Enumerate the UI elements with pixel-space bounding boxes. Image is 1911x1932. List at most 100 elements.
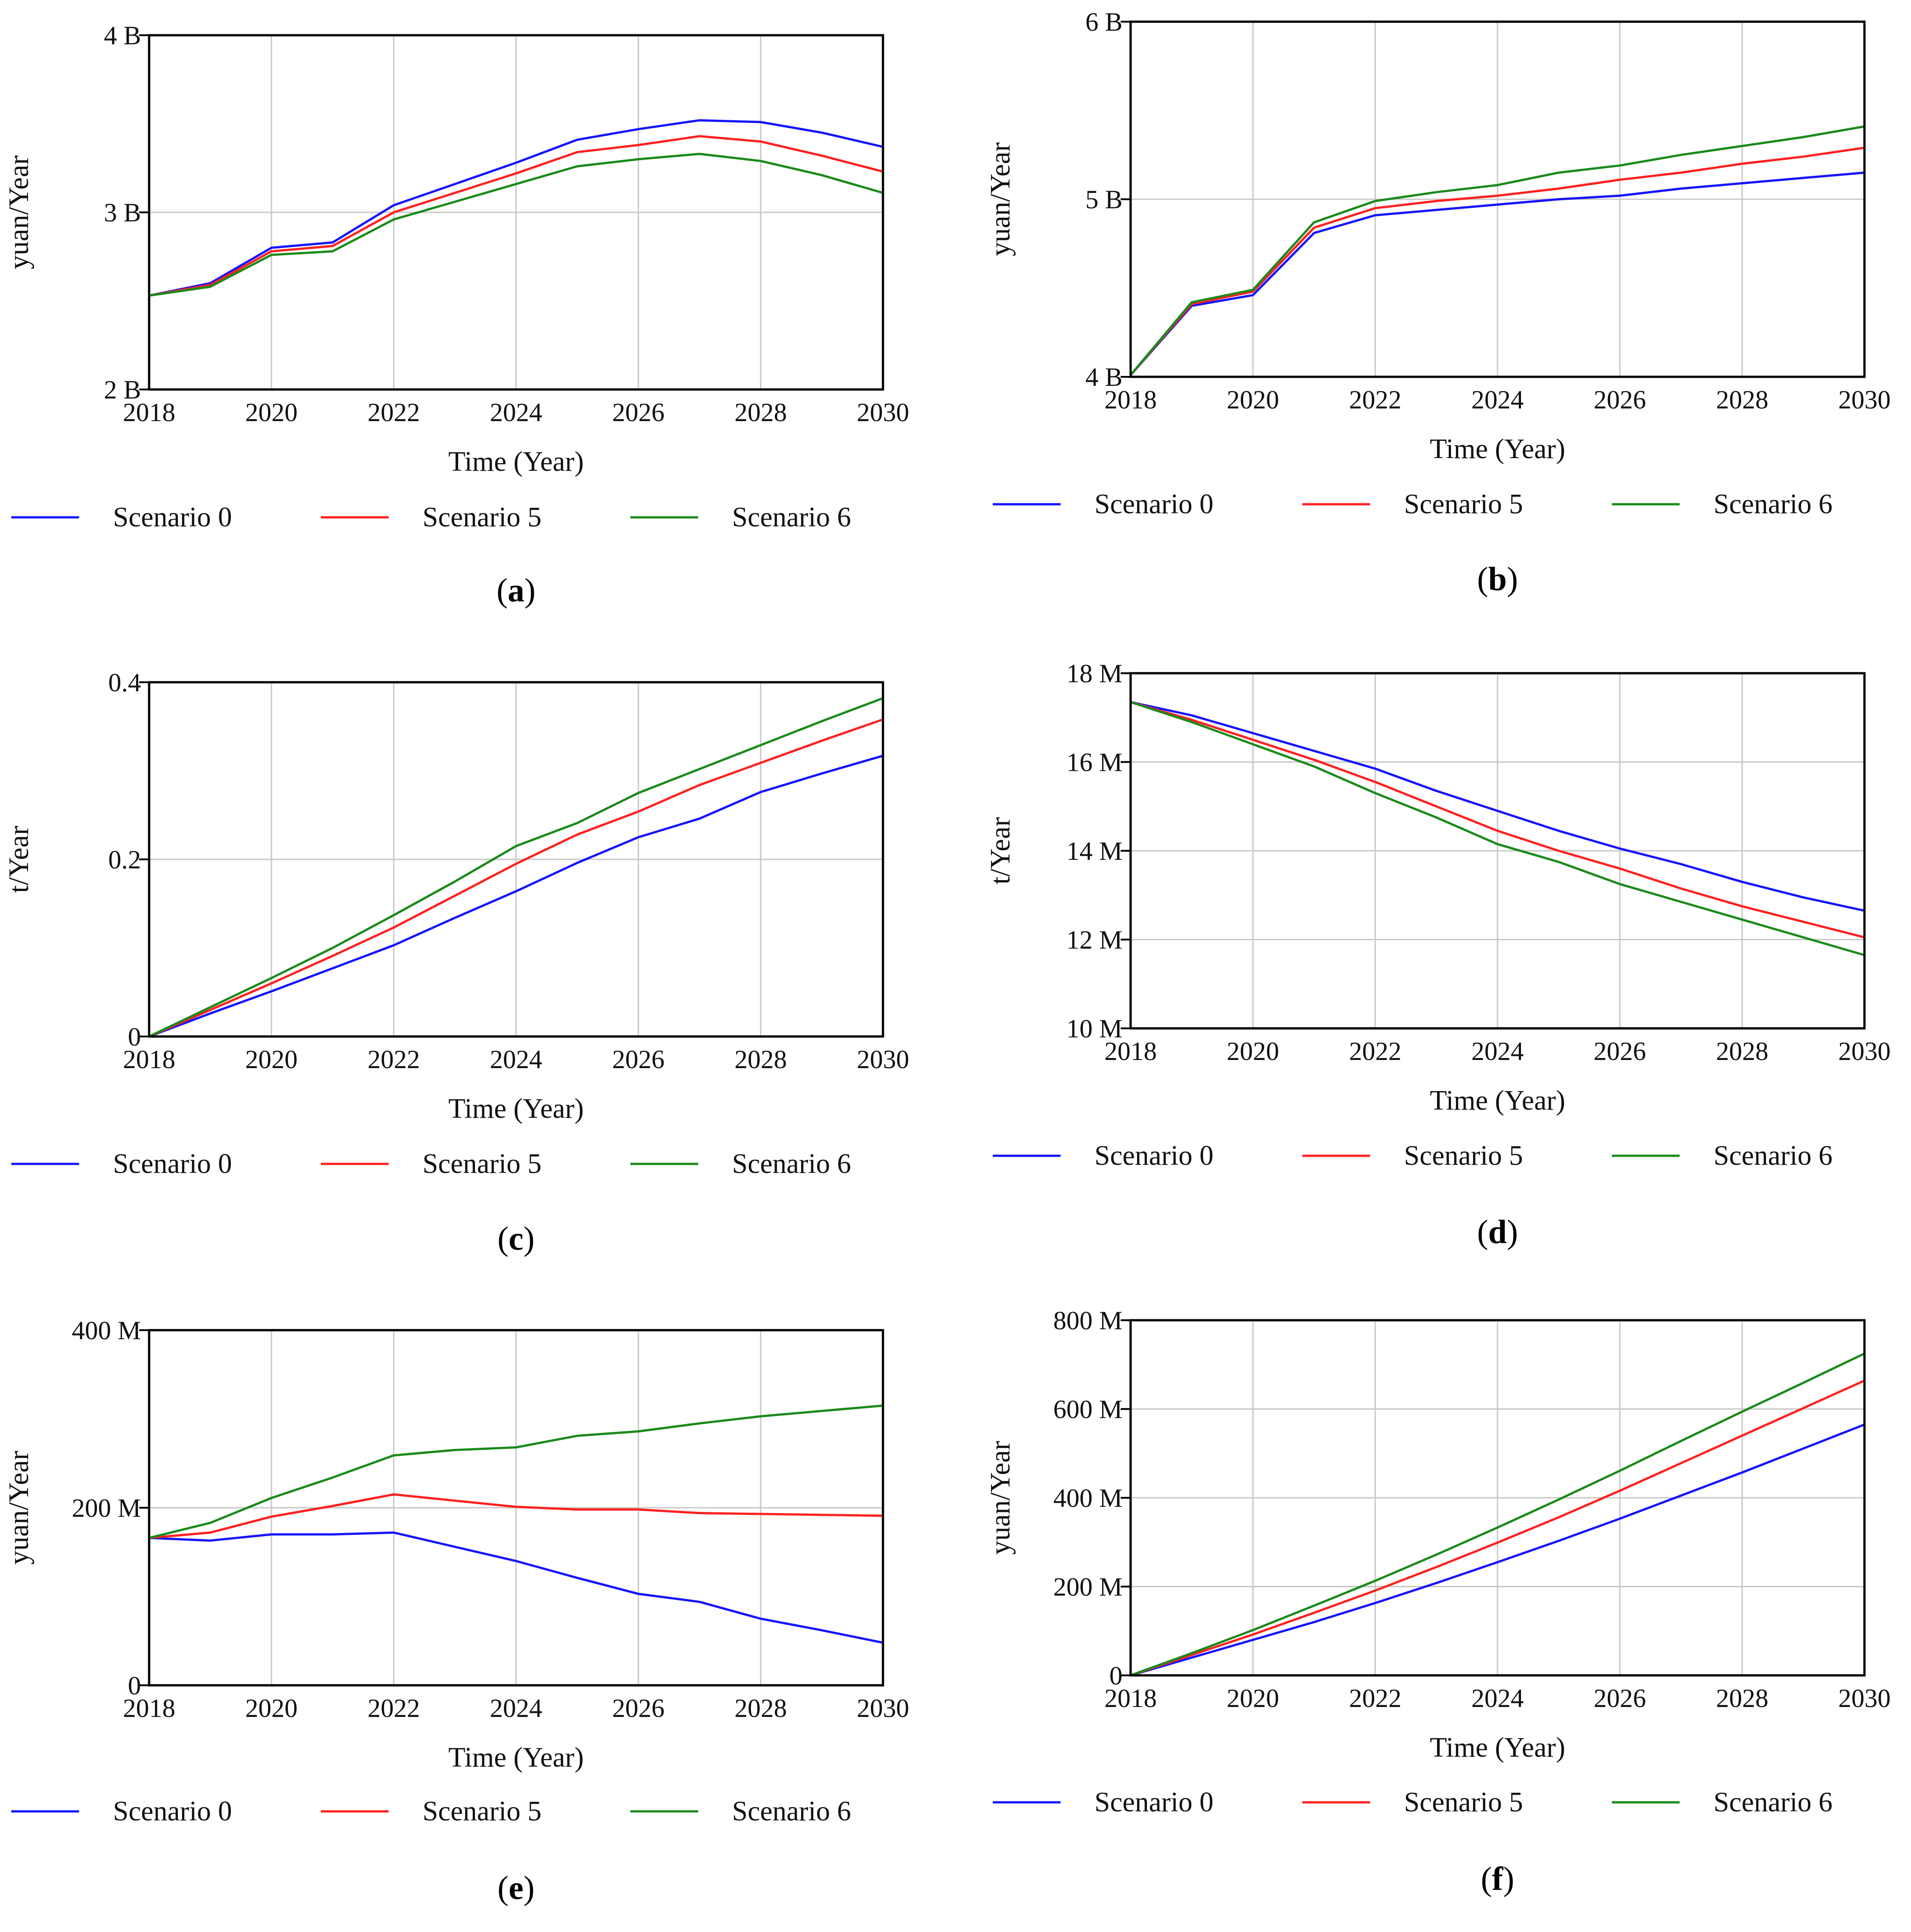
y-tick-label: 12 M (1066, 925, 1122, 955)
x-tick-label: 2018 (1104, 385, 1157, 414)
legend-label: Scenario 0 (113, 1149, 232, 1179)
x-axis-label: Time (Year) (448, 1742, 584, 1773)
x-tick-label: 2030 (857, 398, 909, 427)
legend-label: Scenario 5 (1404, 1787, 1523, 1818)
series-line-scenario-5 (1130, 1379, 1865, 1677)
y-tick-label: 18 M (1066, 659, 1122, 688)
panel-letter: b (1488, 561, 1507, 598)
y-axis-label: yuan/Year (985, 1441, 1016, 1555)
y-tick-label: 0.4 (108, 668, 141, 697)
x-tick-label: 2024 (490, 1693, 542, 1723)
y-tick-label: 6 B (1085, 7, 1122, 37)
x-tick-label: 2020 (1227, 385, 1279, 414)
x-tick-label: 2030 (857, 1045, 909, 1074)
x-tick-label: 2026 (612, 398, 665, 427)
y-axis-label: yuan/Year (4, 155, 34, 269)
series-line-scenario-5 (149, 135, 883, 297)
x-tick-label: 2030 (1838, 1036, 1891, 1066)
panel-caption: (b) (1477, 561, 1518, 598)
x-tick-label: 2022 (1349, 1683, 1401, 1713)
y-tick-label: 0 (1109, 1661, 1122, 1690)
x-tick-label: 2026 (612, 1045, 665, 1074)
chart-panel-f: 0 200 M 400 M 600 M 800 M 2018 2020 2022 2024 202… (981, 1293, 1911, 1932)
x-axis-label: Time (Year) (1430, 434, 1565, 464)
x-axis-label: Time (Year) (448, 446, 584, 477)
legend-label: Scenario 5 (423, 502, 541, 533)
legend-label: Scenario 6 (732, 1149, 851, 1179)
x-tick-label: 2020 (1227, 1683, 1279, 1713)
x-tick-label: 2028 (734, 1693, 787, 1723)
x-tick-label: 2028 (734, 398, 787, 427)
series-line-scenario-6 (1130, 125, 1865, 376)
series-line-scenario-6 (1130, 701, 1865, 957)
y-axis-label: yuan/Year (985, 142, 1016, 256)
legend-label: Scenario 6 (1714, 489, 1832, 520)
y-tick-label: 600 M (1053, 1395, 1122, 1424)
x-tick-label: 2024 (1471, 1036, 1524, 1066)
panel-caption: (e) (497, 1870, 535, 1907)
x-tick-label: 2028 (1716, 1683, 1768, 1713)
x-tick-label: 2030 (1838, 1683, 1891, 1713)
x-tick-label: 2030 (1838, 385, 1891, 414)
series-line-scenario-5 (1130, 701, 1865, 939)
y-tick-label: 200 M (1053, 1572, 1122, 1602)
x-tick-label: 2028 (1716, 1036, 1768, 1066)
chart-svg: 0 0.2 0.4 2018 2020 2022 2024 2026 2028 2030 Time … (4, 668, 909, 1179)
x-tick-label: 2024 (1471, 1683, 1524, 1713)
x-tick-label: 2024 (490, 398, 542, 427)
legend-label: Scenario 0 (113, 1796, 232, 1827)
y-tick-label: 3 B (104, 198, 141, 227)
y-tick-label: 400 M (1053, 1483, 1122, 1513)
legend-label: Scenario 6 (1714, 1787, 1832, 1818)
series-line-scenario-5 (149, 718, 883, 1038)
series-line-scenario-6 (149, 153, 883, 297)
legend-label: Scenario 5 (423, 1149, 541, 1179)
x-tick-label: 2026 (1594, 1683, 1646, 1713)
x-tick-label: 2018 (123, 398, 175, 427)
x-tick-label: 2022 (367, 1045, 420, 1074)
x-tick-label: 2022 (367, 398, 420, 427)
legend-label: Scenario 6 (732, 502, 851, 533)
y-axis-label: t/Year (985, 817, 1016, 884)
chart-panel-c: 0 0.2 0.4 2018 2020 2022 2024 2026 2028 2030 Time … (0, 646, 955, 1285)
chart-panel-a: 2 B 3 B 4 B 2018 2020 2022 2024 2026 2028 2030 Tim… (0, 0, 955, 639)
y-tick-label: 400 M (72, 1316, 141, 1345)
y-tick-label: 10 M (1066, 1014, 1122, 1043)
panel-caption: (a) (496, 572, 536, 609)
chart-panel-e: 0 200 M 400 M 2018 2020 2022 2024 2026 2028 2030 T… (0, 1293, 955, 1932)
series-line-scenario-6 (1130, 1352, 1865, 1677)
x-tick-label: 2028 (1716, 385, 1768, 414)
panel-letter: e (508, 1870, 524, 1907)
x-tick-label: 2020 (245, 1045, 298, 1074)
legend-label: Scenario 5 (1404, 1140, 1523, 1171)
y-tick-label: 2 B (104, 375, 141, 404)
panel-caption: (f) (1481, 1861, 1514, 1898)
x-tick-label: 2022 (367, 1693, 420, 1723)
series-line-scenario-6 (148, 697, 883, 1038)
y-tick-label: 16 M (1066, 748, 1122, 777)
legend-label: Scenario 5 (423, 1796, 541, 1827)
x-tick-label: 2018 (123, 1693, 175, 1723)
y-tick-label: 800 M (1053, 1306, 1122, 1335)
x-tick-label: 2020 (245, 1693, 298, 1723)
series-line-scenario-5 (149, 1493, 883, 1539)
chart-svg: 4 B 5 B 6 B 2018 2020 2022 2024 2026 2028 2030 Tim… (985, 7, 1891, 520)
series-line-scenario-0 (1130, 1423, 1865, 1677)
chart-panel-d: 10 M 12 M 14 M 16 M 18 M 2018 2020 2022 2024 2026… (981, 646, 1911, 1285)
x-tick-label: 2024 (1471, 385, 1524, 414)
x-tick-label: 2020 (245, 398, 298, 427)
panel-letter: f (1492, 1861, 1503, 1898)
series-line-scenario-0 (1130, 171, 1865, 376)
y-tick-label: 4 B (1085, 362, 1122, 392)
y-tick-label: 5 B (1085, 185, 1122, 214)
x-tick-label: 2026 (1594, 1036, 1646, 1066)
legend-label: Scenario 6 (732, 1796, 851, 1827)
x-tick-label: 2018 (1104, 1036, 1157, 1066)
x-tick-label: 2026 (1594, 385, 1646, 414)
y-tick-label: 0.2 (108, 845, 141, 874)
chart-panel-b: 4 B 5 B 6 B 2018 2020 2022 2024 2026 2028 2030 Tim… (981, 0, 1911, 639)
x-tick-label: 2024 (490, 1045, 542, 1074)
x-axis-label: Time (Year) (1430, 1732, 1565, 1763)
x-tick-label: 2022 (1349, 1036, 1401, 1066)
